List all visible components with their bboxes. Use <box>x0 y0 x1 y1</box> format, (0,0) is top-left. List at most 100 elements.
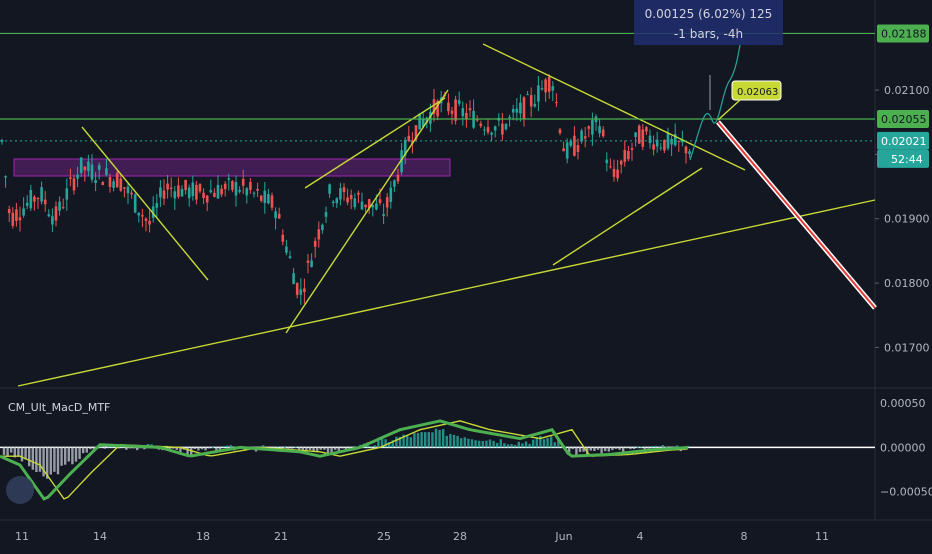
macd-histogram-bar <box>420 432 423 448</box>
countdown-box <box>877 149 929 168</box>
countdown-text: 52:44 <box>891 153 923 166</box>
macd-histogram-bar <box>136 447 139 451</box>
time-tick-label: 14 <box>93 530 107 543</box>
trendline <box>482 43 746 171</box>
macd-histogram-bar <box>424 432 427 448</box>
macd-histogram-bar <box>190 447 193 456</box>
candle-body <box>562 148 565 152</box>
candle-body <box>162 190 166 199</box>
trendline <box>81 126 209 281</box>
candle-body <box>490 132 493 135</box>
candle-body <box>555 102 558 104</box>
candle-body <box>292 273 295 285</box>
candle-body <box>277 213 281 219</box>
macd-histogram-bar <box>20 447 24 462</box>
indicator-title[interactable]: CM_Ult_MacD_MTF <box>8 401 111 414</box>
macd-histogram-bar <box>132 447 135 449</box>
macd-histogram-bar <box>262 445 265 448</box>
macd-histogram-bar <box>431 432 434 448</box>
candle-body <box>666 132 670 149</box>
candle-body <box>11 212 15 226</box>
macd-histogram-bar <box>398 436 402 448</box>
macd-histogram-bar <box>582 447 585 452</box>
macd-histogram-bar <box>208 447 211 449</box>
candle-body <box>544 79 547 93</box>
candle-body <box>159 187 162 198</box>
macd-histogram-bar <box>406 435 409 448</box>
candle-body <box>454 99 457 121</box>
macd-histogram-bar <box>323 447 326 450</box>
candle-body <box>267 194 270 204</box>
candle-body <box>540 88 544 90</box>
candle-body <box>263 190 267 203</box>
candle-body <box>522 97 526 120</box>
candle-body <box>457 100 461 104</box>
macd-histogram-bar <box>337 447 340 453</box>
candle-body <box>483 129 486 131</box>
macd-histogram-bar <box>341 447 344 449</box>
price-label-text: 0.02055 <box>881 113 927 126</box>
trendline <box>17 199 876 387</box>
candle-body <box>7 208 11 214</box>
macd-histogram-bar <box>463 437 466 448</box>
macd-histogram-bar <box>593 447 596 451</box>
candle-body <box>612 168 616 177</box>
trendline <box>552 167 703 266</box>
candle-body <box>295 283 299 295</box>
macd-histogram-bar <box>596 447 600 450</box>
macd-histogram-bar <box>215 447 218 453</box>
candle-body <box>511 108 515 113</box>
macd-histogram-bar <box>416 433 420 448</box>
measure-tool-box[interactable]: 0.00125 (6.02%) 125 -1 bars, -4h <box>634 0 783 45</box>
macd-histogram-bar <box>532 439 535 448</box>
candle-body <box>533 103 537 107</box>
demand-zone[interactable] <box>13 158 451 177</box>
tradingview-logo-icon[interactable] <box>6 476 34 504</box>
macd-histogram-bar <box>568 447 571 453</box>
callout-text: 0.02063 <box>737 87 778 98</box>
time-tick-label: 18 <box>196 530 210 543</box>
candle-body <box>573 135 576 156</box>
macd-histogram-bar <box>496 442 499 448</box>
candle-body <box>18 217 22 221</box>
macd-histogram-bar <box>38 447 42 472</box>
trendlines[interactable] <box>17 43 876 387</box>
candle-body <box>375 203 378 210</box>
macd-histogram-bar <box>478 440 481 448</box>
candle-body <box>83 166 87 171</box>
candle-body <box>119 178 123 191</box>
projection[interactable]: 0.02063 <box>689 44 877 310</box>
candle-body <box>432 99 436 114</box>
macd-histogram-bar <box>676 445 679 448</box>
macd-histogram-bar <box>312 447 315 452</box>
candle-body <box>605 159 609 164</box>
candle-body <box>493 126 497 131</box>
candle-body <box>364 204 367 208</box>
candle-body <box>468 108 472 111</box>
macd-histogram-bar <box>17 447 20 457</box>
candle-body <box>306 260 310 263</box>
candle-body <box>339 188 342 200</box>
candle-body <box>371 204 375 208</box>
candle-body <box>141 215 144 217</box>
time-tick-label: 25 <box>377 530 391 543</box>
macd-histogram-bar <box>474 440 477 448</box>
macd-histogram-bar <box>319 447 322 450</box>
macd-histogram-bar <box>384 439 387 448</box>
macd-histogram-bar <box>539 435 542 448</box>
candle-body <box>331 201 335 204</box>
candle-body <box>526 94 529 96</box>
callout-box <box>731 80 782 101</box>
candle-body <box>43 199 47 205</box>
macd-histogram-bar <box>492 440 495 448</box>
candle-body <box>108 177 112 188</box>
macd-histogram-bar <box>200 447 204 450</box>
macd-histogram-bar <box>380 438 384 448</box>
candle-body <box>317 229 321 240</box>
candle-body <box>123 187 126 189</box>
candle-body <box>144 218 148 221</box>
candle-body <box>177 185 180 197</box>
candle-body <box>652 144 655 150</box>
